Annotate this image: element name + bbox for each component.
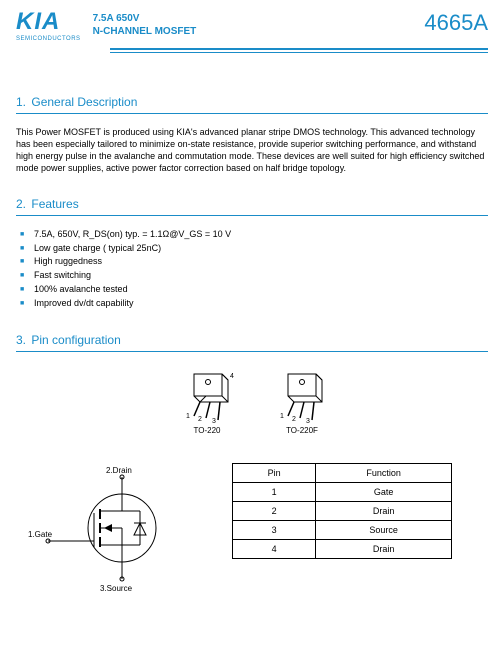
logo-main: KIA [16, 10, 81, 34]
feature-item: Fast switching [20, 269, 488, 283]
packages-row: 1 2 3 4 TO-220 [16, 370, 488, 435]
pin-header: Pin [233, 464, 316, 483]
feature-item: Low gate charge ( typical 25nC) [20, 242, 488, 256]
header-rule [110, 48, 488, 53]
header-subtitle: 7.5A 650V N-CHANNEL MOSFET [93, 10, 425, 38]
pin-2-label: 2 [198, 416, 202, 423]
func-cell: Drain [316, 502, 452, 521]
feature-item: 7.5A, 650V, R_DS(on) typ. = 1.1Ω@V_GS = … [20, 228, 488, 242]
section-name-3: Pin configuration [31, 333, 120, 347]
section-num-3: 3. [16, 333, 26, 347]
pin-1-label: 1 [186, 413, 190, 420]
pin-4-label: 4 [230, 373, 234, 380]
svg-text:2.Drain: 2.Drain [106, 466, 132, 475]
section-num-1: 1. [16, 95, 26, 109]
table-header-row: Pin Function [233, 464, 452, 483]
description-text: This Power MOSFET is produced using KIA'… [16, 126, 488, 175]
svg-text:1.Gate: 1.Gate [28, 530, 53, 539]
mosfet-schematic-icon: 2.Drain 3.Source 1.Gate [28, 463, 208, 593]
logo-sub: SEMICONDUCTORS [16, 36, 81, 42]
pin-2-label: 2 [292, 416, 296, 423]
package-label-to220: TO-220 [172, 426, 242, 435]
feature-item: High ruggedness [20, 255, 488, 269]
mosfet-schematic: 2.Drain 3.Source 1.Gate [28, 463, 208, 595]
features-list: 7.5A, 650V, R_DS(on) typ. = 1.1Ω@V_GS = … [16, 228, 488, 312]
section-name-2: Features [31, 197, 78, 211]
pin-3-label: 3 [306, 418, 310, 424]
feature-item: Improved dv/dt capability [20, 297, 488, 311]
table-row: 3 Source [233, 521, 452, 540]
pin-table: Pin Function 1 Gate 2 Drain 3 Source 4 [232, 463, 452, 559]
section-underline-2 [16, 215, 488, 216]
package-to220f: 1 2 3 TO-220F [272, 370, 332, 435]
func-cell: Drain [316, 540, 452, 559]
pin-cell: 4 [233, 540, 316, 559]
subtitle-line1: 7.5A 650V [93, 12, 425, 25]
package-to220: 1 2 3 4 TO-220 [172, 370, 242, 435]
package-to220f-icon: 1 2 3 [272, 370, 332, 424]
table-row: 4 Drain [233, 540, 452, 559]
section-underline-1 [16, 113, 488, 114]
func-cell: Source [316, 521, 452, 540]
pin-cell: 2 [233, 502, 316, 521]
table-row: 1 Gate [233, 483, 452, 502]
section-title-2: 2. Features [16, 197, 488, 211]
pin-config-bottom: 2.Drain 3.Source 1.Gate [16, 463, 488, 595]
func-cell: Gate [316, 483, 452, 502]
func-header: Function [316, 464, 452, 483]
datasheet-header: KIA SEMICONDUCTORS 7.5A 650V N-CHANNEL M… [0, 0, 504, 46]
package-to220-icon: 1 2 3 4 [172, 370, 242, 424]
table-row: 2 Drain [233, 502, 452, 521]
section-underline-3 [16, 351, 488, 352]
logo-block: KIA SEMICONDUCTORS [16, 10, 81, 42]
subtitle-line2: N-CHANNEL MOSFET [93, 25, 425, 38]
section-name-1: General Description [31, 95, 137, 109]
section-general-description: 1. General Description This Power MOSFET… [16, 95, 488, 175]
pin-cell: 3 [233, 521, 316, 540]
pin-1-label: 1 [280, 413, 284, 420]
pin-cell: 1 [233, 483, 316, 502]
section-title-1: 1. General Description [16, 95, 488, 109]
package-label-to220f: TO-220F [272, 426, 332, 435]
svg-text:3.Source: 3.Source [100, 584, 133, 593]
part-number: 4665A [424, 10, 488, 36]
section-title-3: 3. Pin configuration [16, 333, 488, 347]
pin-3-label: 3 [212, 418, 216, 424]
feature-item: 100% avalanche tested [20, 283, 488, 297]
section-pin-configuration: 3. Pin configuration [16, 333, 488, 595]
section-features: 2. Features 7.5A, 650V, R_DS(on) typ. = … [16, 197, 488, 312]
section-num-2: 2. [16, 197, 26, 211]
